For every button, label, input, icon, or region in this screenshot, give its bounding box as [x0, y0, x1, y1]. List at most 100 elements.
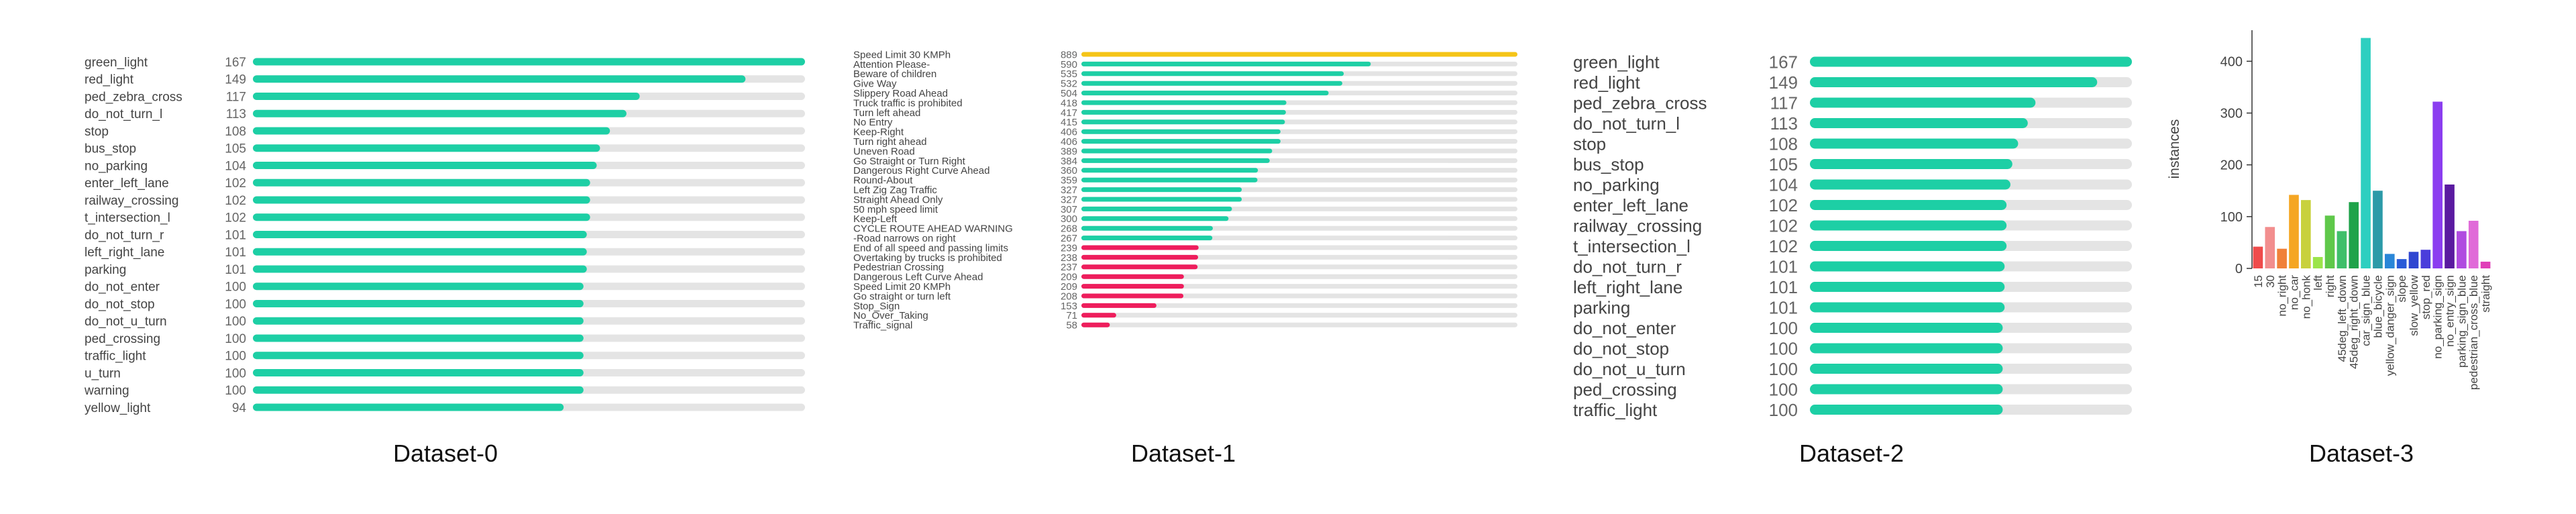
value-label: 102	[225, 211, 246, 225]
dataset-0-panel: green_light 167 red_light 149 ped_zebra_cros…	[84, 56, 805, 467]
bar	[253, 248, 587, 256]
bar	[2480, 261, 2491, 268]
value-label: 889	[1061, 49, 1077, 60]
category-label: warning	[84, 384, 129, 398]
bar	[2324, 215, 2335, 268]
category-label: CYCLE ROUTE AHEAD WARNING	[853, 223, 1013, 235]
category-label: 50 mph speed limit	[853, 204, 938, 215]
dataset-2-panel: green_light 167 red_light 149 ped_zebra_cros…	[1573, 52, 2132, 467]
bar-track	[1081, 303, 1517, 308]
category-label: Straight Ahead Only	[853, 194, 943, 205]
category-label: No_Over_Taking	[853, 310, 928, 321]
value-label: 101	[1769, 277, 1798, 297]
category-label: End of all speed and passing limits	[853, 242, 1008, 254]
category-label: Beware of children	[853, 68, 936, 80]
x-tick-label: pedestrian_cross_blue	[2467, 275, 2480, 390]
category-label: Keep-Right	[853, 127, 904, 138]
value-label: 104	[225, 159, 246, 173]
x-tick-label: no_entry_sign	[2444, 275, 2457, 347]
bar	[1810, 405, 2003, 415]
x-tick-label: 30	[2264, 275, 2277, 288]
category-label: Give Way	[853, 79, 897, 90]
value-label: 102	[225, 194, 246, 208]
value-label: 238	[1061, 252, 1077, 264]
value-label: 268	[1061, 223, 1077, 235]
value-label: 406	[1061, 127, 1077, 138]
bar	[2468, 221, 2479, 268]
x-tick-label: straight	[2479, 275, 2492, 313]
category-label: red_light	[85, 73, 134, 87]
bar	[1081, 206, 1232, 211]
value-label: 102	[1769, 236, 1798, 256]
category-label: t_intersection_l	[1573, 236, 1690, 256]
category-label: t_intersection_l	[85, 211, 170, 225]
bar	[2337, 231, 2347, 268]
category-label: Speed Limit 20 KMPh	[853, 281, 951, 293]
value-label: 208	[1061, 291, 1077, 302]
value-label: 389	[1061, 146, 1077, 157]
category-label: stop	[1573, 134, 1606, 154]
bar	[1081, 129, 1281, 134]
value-label: 108	[1769, 134, 1798, 154]
category-label: Round-About	[853, 175, 913, 187]
bar	[1081, 177, 1258, 183]
bar	[1810, 384, 2003, 395]
value-label: 105	[225, 142, 246, 156]
bar	[253, 265, 587, 273]
bar	[2384, 254, 2395, 268]
category-label: parking	[85, 263, 126, 277]
category-label: traffic_light	[1573, 400, 1658, 420]
bar	[253, 162, 597, 169]
x-tick-label: left	[2312, 275, 2324, 291]
bar	[253, 369, 584, 376]
bar	[1810, 56, 2132, 67]
bar	[1810, 138, 2019, 149]
bar	[2361, 38, 2371, 269]
bar	[1081, 236, 1213, 241]
bar	[1081, 71, 1344, 76]
value-label: 100	[225, 315, 246, 329]
x-tick-label: no_honk	[2300, 275, 2312, 319]
bar	[2349, 202, 2359, 268]
category-label: bus_stop	[85, 142, 136, 156]
bar	[253, 93, 640, 100]
category-label: Stop_Sign	[853, 301, 900, 312]
bar	[2457, 231, 2467, 268]
x-tick-label: car_sign_blue	[2360, 275, 2373, 346]
bar	[1081, 264, 1198, 270]
x-tick-label: 45deg_right_down	[2348, 275, 2361, 369]
value-label: 100	[225, 332, 246, 346]
y-tick-label: 0	[2235, 262, 2243, 276]
category-label: railway_crossing	[1573, 215, 1702, 236]
bar-track	[1081, 274, 1517, 279]
bar	[1810, 200, 2007, 210]
x-tick-label: 45deg_left_down	[2336, 275, 2349, 362]
bar	[2289, 195, 2299, 268]
value-label: 418	[1061, 97, 1077, 109]
x-tick-label: yellow_danger_sign	[2383, 275, 2396, 376]
bar	[253, 352, 584, 360]
x-tick-label: parking_sign_blue	[2455, 275, 2468, 368]
bar	[253, 127, 610, 135]
value-label: 101	[1769, 297, 1798, 317]
category-label: ped_crossing	[1573, 379, 1677, 399]
value-label: 100	[1769, 338, 1798, 358]
bar	[1081, 168, 1258, 173]
bar	[1081, 91, 1329, 96]
x-tick-label: no_parking_sign	[2432, 275, 2445, 359]
category-label: -Road narrows on right	[853, 233, 956, 244]
category-label: green_light	[85, 56, 148, 70]
category-label: parking	[1573, 297, 1630, 317]
category-label: do_not_u_turn	[85, 315, 167, 329]
value-label: 535	[1061, 68, 1077, 80]
bar	[253, 109, 627, 117]
bar	[253, 403, 564, 411]
bar	[253, 334, 584, 342]
panel-caption: Dataset-2	[1799, 440, 1904, 467]
value-label: 105	[1769, 154, 1798, 174]
value-label: 590	[1061, 59, 1077, 70]
value-label: 532	[1061, 79, 1077, 90]
value-label: 101	[1769, 256, 1798, 276]
value-label: 100	[225, 384, 246, 398]
bar	[1810, 282, 2005, 292]
